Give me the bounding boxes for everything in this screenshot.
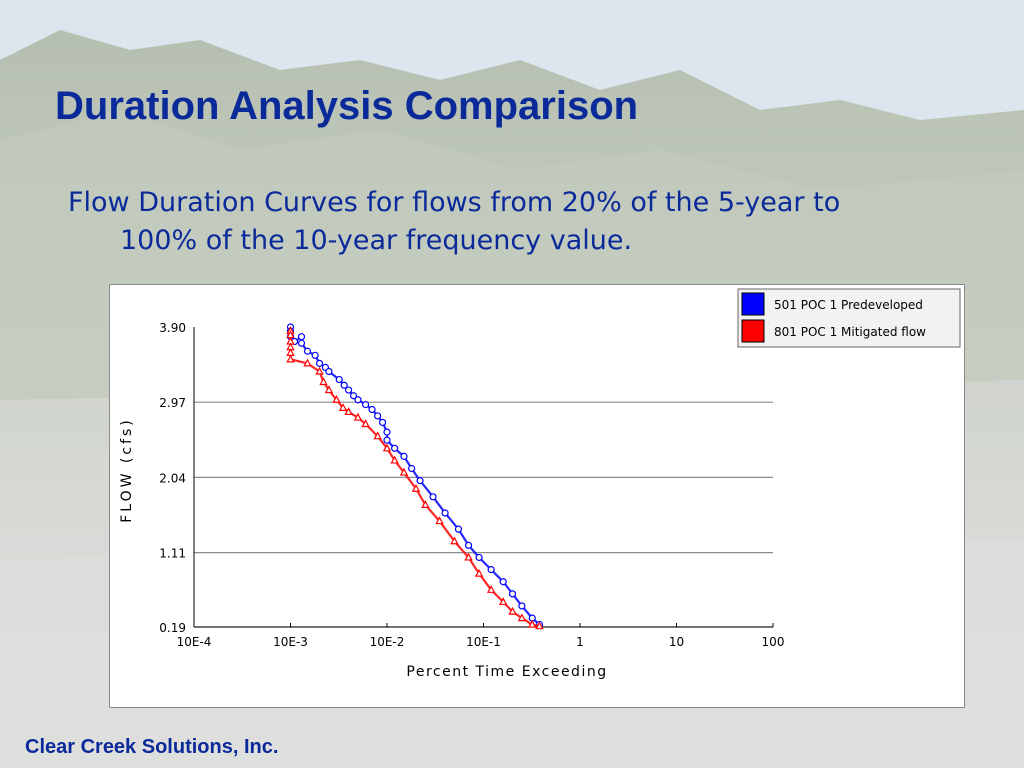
x-tick-label-10E-3: 10E-3 (273, 635, 308, 649)
point-mitigated-5 (286, 354, 295, 363)
x-tick-label-10: 10 (669, 635, 684, 649)
legend-swatch-predeveloped (741, 292, 765, 316)
point-predeveloped-6 (303, 347, 312, 355)
point-predeveloped-11 (335, 375, 343, 384)
legend-frame (737, 288, 961, 348)
point-mitigated-12 (344, 407, 353, 416)
legend-label-mitigated: 801 POC 1 Mitigated flow (774, 325, 926, 339)
y-tick-label-0.19: 0.19 (159, 621, 186, 635)
point-mitigated-30 (535, 621, 544, 630)
point-predeveloped-19 (378, 418, 387, 427)
point-predeveloped-5 (297, 339, 306, 347)
y-tick-label-1.11: 1.11 (159, 547, 186, 561)
chart-canvas: 3.902.972.041.110.19 10E-4 10E-3 10E-2 10E-… (119, 288, 961, 680)
point-mitigated-14 (361, 419, 370, 428)
subtitle-line-1: Flow Duration Curves for flows from 20% … (68, 187, 841, 218)
point-predeveloped-32 (499, 578, 507, 586)
point-predeveloped-29 (464, 541, 473, 549)
x-tick-label-100: 100 (762, 635, 785, 649)
point-mitigated-9 (324, 385, 334, 394)
chart-legend: 501 POC 1 Predeveloped 801 POC 1 Mitigat… (737, 288, 961, 348)
point-mitigated-8 (319, 377, 328, 386)
point-predeveloped-8 (315, 359, 324, 367)
point-predeveloped-10 (325, 367, 333, 376)
point-predeveloped-25 (416, 477, 424, 485)
point-mitigated-17 (390, 455, 399, 464)
point-predeveloped-23 (400, 452, 408, 460)
subtitle-line-2: 100% of the 10-year frequency value. (120, 225, 633, 256)
point-predeveloped-21 (383, 436, 391, 444)
y-tick-label-2.97: 2.97 (159, 396, 186, 410)
series-predeveloped (286, 323, 544, 629)
slide-subtitle: Flow Duration Curves for flows from 20% … (68, 184, 968, 260)
point-mitigated-27 (508, 606, 517, 615)
series-mitigated (286, 326, 544, 630)
point-predeveloped-31 (487, 565, 495, 574)
point-predeveloped-17 (368, 405, 376, 414)
point-predeveloped-30 (475, 553, 483, 562)
point-mitigated-11 (338, 403, 348, 411)
point-predeveloped-4 (297, 333, 306, 341)
x-tick-labels: 10E-4 10E-3 10E-2 10E-1 1 10 100 (177, 635, 785, 649)
point-mitigated-29 (528, 619, 537, 628)
point-predeveloped-12 (340, 381, 348, 389)
x-tick-label-10E-4: 10E-4 (177, 635, 212, 649)
point-mitigated-19 (411, 483, 421, 492)
point-mitigated-6 (303, 358, 312, 367)
point-predeveloped-14 (349, 392, 358, 400)
point-predeveloped-16 (361, 401, 370, 409)
point-mitigated-24 (474, 568, 484, 577)
point-mitigated-18 (399, 467, 409, 476)
point-predeveloped-22 (391, 444, 399, 452)
flow-duration-chart: 3.90 2.97 2.04 1.11 0.19 10E-4 10E-3 10E-2 10E-… (109, 284, 965, 708)
x-axis-label: Percent Time Exceeding (406, 664, 607, 680)
point-mitigated-20 (421, 500, 430, 508)
axes (193, 327, 774, 628)
point-predeveloped-27 (441, 509, 449, 517)
point-predeveloped-28 (454, 525, 463, 533)
point-mitigated-26 (498, 597, 508, 606)
company-footer: Clear Creek Solutions, Inc. (25, 736, 279, 758)
point-mitigated-25 (486, 585, 496, 593)
point-mitigated-10 (332, 395, 341, 403)
point-mitigated-28 (517, 613, 527, 622)
y-tick-labels: 3.90 2.97 2.04 1.11 0.19 (159, 321, 186, 635)
y-axis-label: FLOW (cfs) (119, 417, 135, 523)
point-mitigated-16 (382, 443, 392, 452)
x-tick-label-1: 1 (576, 635, 584, 649)
x-tick-label-10E-2: 10E-2 (370, 635, 405, 649)
legend-label-predeveloped: 501 POC 1 Predeveloped (774, 298, 923, 312)
x-tick-label-10E-1: 10E-1 (466, 635, 501, 649)
point-mitigated-15 (373, 431, 382, 440)
grid-lines (194, 401, 773, 628)
point-predeveloped-13 (344, 386, 353, 394)
data-series (286, 323, 544, 630)
point-predeveloped-15 (354, 396, 362, 404)
point-predeveloped-20 (383, 428, 391, 436)
point-predeveloped-34 (518, 602, 526, 610)
slide-title: Duration Analysis Comparison (55, 84, 639, 128)
point-predeveloped-26 (429, 493, 437, 501)
point-predeveloped-18 (374, 412, 382, 420)
point-mitigated-7 (315, 366, 324, 375)
y-tick-label-2.04: 2.04 (159, 471, 186, 485)
point-predeveloped-33 (508, 590, 517, 598)
point-predeveloped-7 (311, 351, 319, 359)
point-mitigated-21 (435, 516, 444, 525)
legend-swatch-mitigated (741, 319, 765, 343)
point-mitigated-23 (464, 552, 473, 561)
point-mitigated-22 (450, 536, 459, 545)
point-mitigated-13 (353, 412, 363, 421)
y-tick-label-3.90: 3.90 (159, 321, 186, 335)
point-predeveloped-24 (408, 464, 416, 473)
